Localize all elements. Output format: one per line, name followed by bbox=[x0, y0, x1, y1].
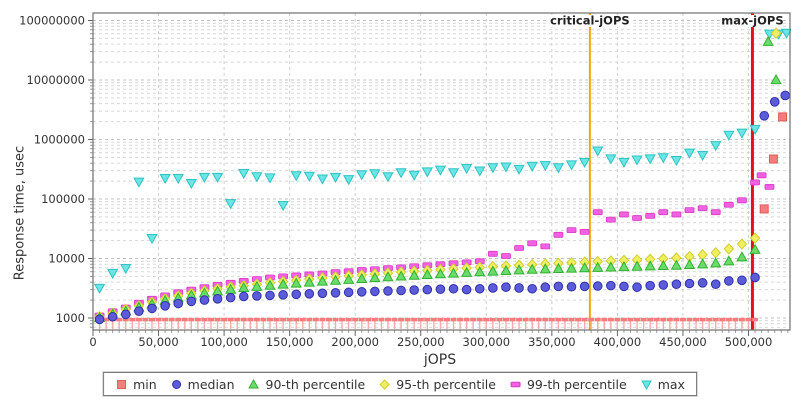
series-p99 bbox=[94, 172, 775, 319]
legend-label: 90-th percentile bbox=[265, 376, 366, 392]
p90-marker-icon bbox=[248, 378, 260, 388]
series-median bbox=[94, 90, 791, 325]
legend-label: max bbox=[657, 376, 685, 392]
series-p90 bbox=[93, 35, 782, 323]
x-tick-label: 450,000 bbox=[659, 335, 707, 349]
y-tick-label: 10000 bbox=[48, 252, 85, 266]
min-marker-icon bbox=[117, 379, 127, 389]
legend-item-min: min bbox=[115, 377, 157, 392]
y-tick-label: 1000 bbox=[56, 311, 85, 325]
legend-item-max: max bbox=[640, 377, 685, 392]
y-tick-label: 1000000 bbox=[34, 133, 85, 147]
x-tick-label: 350,000 bbox=[528, 335, 576, 349]
legend-item-p99: 99-th percentile bbox=[509, 377, 627, 392]
x-tick-label: 400,000 bbox=[594, 335, 642, 349]
y-tick-label: 100000000 bbox=[19, 14, 85, 28]
legend-label: min bbox=[133, 376, 157, 392]
x-tick-label: 500,000 bbox=[725, 335, 773, 349]
x-tick-label: 0 bbox=[89, 335, 96, 349]
x-tick-label: 150,000 bbox=[266, 335, 314, 349]
p95-marker-icon bbox=[379, 378, 390, 390]
chart-canvas: 0 50,000 100,000 150,000 200,000 250,000 300,0… bbox=[19, 12, 791, 349]
axes: 0 50,000 100,000 150,000 200,000 250,000 300,0… bbox=[19, 14, 789, 349]
x-axis-title: jOPS bbox=[423, 352, 457, 368]
series-max bbox=[93, 28, 791, 294]
legend: min median 90-th percentile 95-th percentil… bbox=[102, 371, 698, 397]
legend-item-p95: 95-th percentile bbox=[378, 377, 496, 392]
x-tick-label: 300,000 bbox=[463, 335, 511, 349]
annotation-label-critical-jOPS: critical-jOPS bbox=[550, 14, 630, 28]
median-marker-icon bbox=[171, 379, 181, 389]
y-axis-title: Response time, usec bbox=[12, 145, 28, 281]
legend-label: 99-th percentile bbox=[526, 376, 627, 392]
max-marker-icon bbox=[640, 380, 652, 390]
plot-border bbox=[92, 12, 791, 331]
y-tick-label: 10000000 bbox=[26, 73, 85, 87]
legend-label: median bbox=[187, 376, 235, 392]
x-tick-label: 200,000 bbox=[331, 335, 379, 349]
legend-label: 95-th percentile bbox=[396, 376, 496, 392]
p99-marker-icon bbox=[510, 381, 521, 387]
legend-item-median: median bbox=[170, 377, 235, 392]
x-tick-label: 50,000 bbox=[138, 335, 178, 349]
series-layer bbox=[93, 27, 791, 329]
legend-item-p90: 90-th percentile bbox=[248, 376, 366, 392]
y-tick-label: 100000 bbox=[41, 192, 85, 206]
annotation-label-max-jOPS: max-jOPS bbox=[721, 14, 783, 28]
x-tick-label: 250,000 bbox=[397, 335, 445, 349]
x-tick-label: 100,000 bbox=[200, 335, 248, 349]
